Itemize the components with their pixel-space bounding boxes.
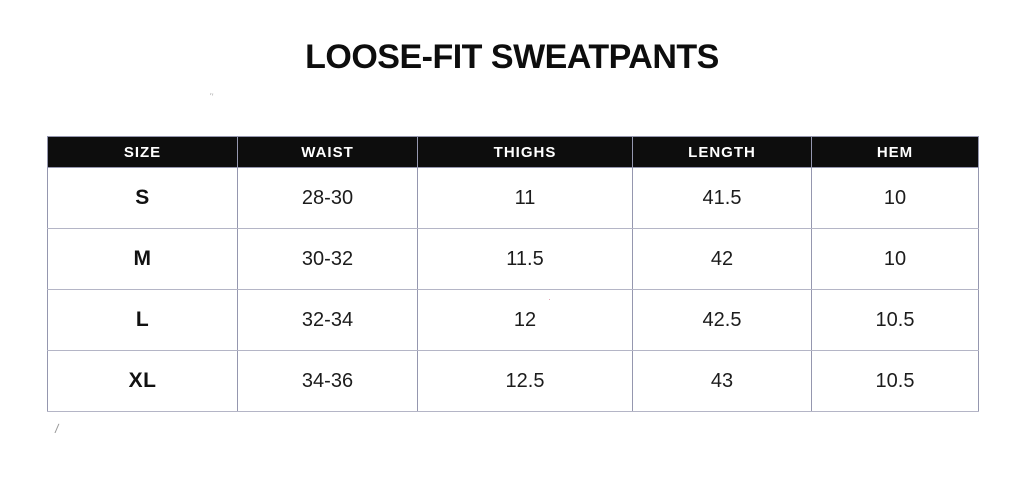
header-cell-size: SIZE — [47, 136, 238, 168]
cell-size: L — [47, 289, 238, 351]
header-cell-thighs: THIGHS — [417, 136, 633, 168]
dust-speck: '' — [208, 91, 215, 104]
header-cell-waist: WAIST — [237, 136, 418, 168]
cell-hem: 10 — [811, 167, 979, 229]
cell-waist: 32-34 — [237, 289, 418, 351]
table-row-s: S 28-30 11 41.5 10 — [47, 167, 979, 229]
cell-hem: 10.5 — [811, 350, 979, 412]
cell-thighs: 11.5 — [417, 228, 633, 290]
cell-hem: 10 — [811, 228, 979, 290]
cell-length: 41.5 — [632, 167, 812, 229]
cell-waist: 34-36 — [237, 350, 418, 412]
header-cell-length: LENGTH — [632, 136, 812, 168]
cell-thighs: 12.5 — [417, 350, 633, 412]
table-header-row: SIZE WAIST THIGHS LENGTH HEM — [47, 136, 979, 168]
table-row-xl: XL 34-36 12.5 43 10.5 — [47, 350, 979, 412]
cell-size: S — [47, 167, 238, 229]
cell-size: M — [47, 228, 238, 290]
table-row-m: M 30-32 11.5 42 10 — [47, 228, 979, 290]
cell-length: 42 — [632, 228, 812, 290]
cell-hem: 10.5 — [811, 289, 979, 351]
cell-size: XL — [47, 350, 238, 412]
dust-speck: / — [54, 420, 60, 437]
cell-length: 43 — [632, 350, 812, 412]
cell-waist: 28-30 — [237, 167, 418, 229]
page-title: LOOSE-FIT SWEATPANTS — [305, 38, 719, 76]
cell-thighs: 12 — [417, 289, 633, 351]
cell-thighs: 11 — [417, 167, 633, 229]
table-row-l: L 32-34 12 42.5 10.5 — [47, 289, 979, 351]
header-cell-hem: HEM — [811, 136, 979, 168]
size-chart-table: SIZE WAIST THIGHS LENGTH HEM S 28-30 11 … — [47, 136, 979, 412]
cell-length: 42.5 — [632, 289, 812, 351]
cell-waist: 30-32 — [237, 228, 418, 290]
